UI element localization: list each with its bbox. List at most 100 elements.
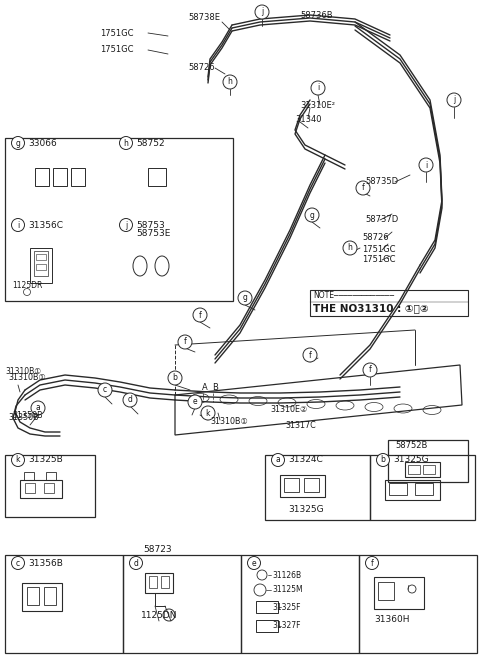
Text: f: f: [309, 350, 312, 360]
Text: f: f: [369, 366, 372, 375]
Text: 58726: 58726: [362, 233, 389, 243]
Bar: [20, 480, 62, 498]
Text: 58735D: 58735D: [365, 178, 398, 186]
Text: 1125DN: 1125DN: [141, 611, 178, 619]
Bar: [385, 480, 440, 500]
Text: 31310B①: 31310B①: [210, 418, 248, 426]
Text: 31356C: 31356C: [28, 221, 63, 229]
Bar: [389, 483, 407, 495]
Text: g: g: [15, 139, 21, 147]
Bar: [34, 251, 48, 276]
Bar: [36, 254, 46, 260]
Bar: [53, 168, 67, 186]
Text: g: g: [310, 210, 314, 219]
Circle shape: [201, 406, 215, 420]
Bar: [304, 478, 319, 492]
Text: i: i: [317, 83, 319, 93]
Text: 58726: 58726: [188, 63, 215, 73]
Text: k: k: [16, 455, 20, 465]
Bar: [123, 555, 241, 653]
Bar: [25, 483, 35, 493]
Text: a: a: [36, 403, 40, 412]
Text: i: i: [17, 221, 19, 229]
Bar: [46, 472, 56, 480]
Bar: [374, 577, 424, 609]
Text: 31310B①: 31310B①: [5, 368, 41, 377]
Text: 31360H: 31360H: [374, 615, 409, 625]
Text: b: b: [173, 373, 178, 383]
Text: 58752: 58752: [136, 139, 165, 147]
Circle shape: [365, 557, 379, 570]
Circle shape: [12, 219, 24, 231]
Text: c: c: [103, 385, 107, 395]
Text: c: c: [16, 559, 20, 568]
Text: NOTE─────────────: NOTE─────────────: [313, 290, 394, 299]
Bar: [423, 465, 435, 474]
Text: 31325G: 31325G: [393, 455, 429, 465]
Circle shape: [419, 158, 433, 172]
Text: f: f: [361, 184, 364, 192]
Text: 1751GC: 1751GC: [362, 245, 396, 254]
Circle shape: [130, 557, 143, 570]
Ellipse shape: [155, 256, 169, 276]
Text: d: d: [128, 395, 132, 405]
Text: B: B: [212, 383, 218, 393]
Bar: [284, 478, 299, 492]
Circle shape: [363, 363, 377, 377]
Bar: [5, 555, 123, 653]
Circle shape: [376, 453, 389, 467]
Text: g: g: [242, 293, 247, 303]
Bar: [388, 440, 468, 482]
Bar: [36, 264, 46, 270]
Text: d: d: [133, 559, 138, 568]
Text: 31310B①: 31310B①: [8, 373, 46, 383]
Text: 33066: 33066: [28, 139, 57, 147]
Bar: [241, 555, 359, 653]
Circle shape: [238, 291, 252, 305]
Circle shape: [255, 5, 269, 19]
Text: 58737D: 58737D: [365, 215, 398, 225]
Bar: [148, 168, 166, 186]
Text: 1125DR: 1125DR: [12, 280, 42, 290]
Text: h: h: [348, 243, 352, 253]
Bar: [71, 168, 85, 186]
Text: j: j: [453, 95, 455, 104]
Text: 31325B: 31325B: [28, 455, 63, 465]
Circle shape: [311, 81, 325, 95]
Bar: [5, 138, 233, 301]
Text: j: j: [125, 221, 127, 229]
Text: f: f: [371, 559, 373, 568]
Text: 31126B: 31126B: [272, 570, 301, 580]
Bar: [256, 601, 278, 613]
Bar: [27, 587, 39, 605]
Circle shape: [343, 241, 357, 255]
Text: 31356B: 31356B: [28, 559, 63, 568]
Circle shape: [178, 335, 192, 349]
Circle shape: [356, 181, 370, 195]
Bar: [5, 455, 95, 517]
Text: 58723: 58723: [143, 545, 172, 553]
Circle shape: [303, 348, 317, 362]
Circle shape: [188, 395, 202, 409]
Text: 31340: 31340: [295, 116, 322, 124]
Bar: [280, 475, 325, 497]
Text: 58752B: 58752B: [395, 442, 427, 451]
Circle shape: [12, 137, 24, 149]
Bar: [22, 583, 62, 611]
Text: 31310E²: 31310E²: [300, 100, 335, 110]
Bar: [378, 582, 394, 600]
Text: 1751GC: 1751GC: [100, 46, 133, 54]
Bar: [370, 455, 475, 520]
Text: 58753E: 58753E: [136, 229, 170, 239]
Circle shape: [12, 557, 24, 570]
Text: k: k: [206, 408, 210, 418]
Circle shape: [272, 453, 285, 467]
Circle shape: [248, 557, 261, 570]
Text: a: a: [276, 455, 280, 465]
Text: f: f: [199, 311, 202, 319]
Text: 58736B: 58736B: [300, 11, 333, 20]
Text: 1751GC: 1751GC: [100, 28, 133, 38]
Bar: [24, 472, 34, 480]
Bar: [44, 587, 56, 605]
Text: j: j: [261, 7, 263, 17]
